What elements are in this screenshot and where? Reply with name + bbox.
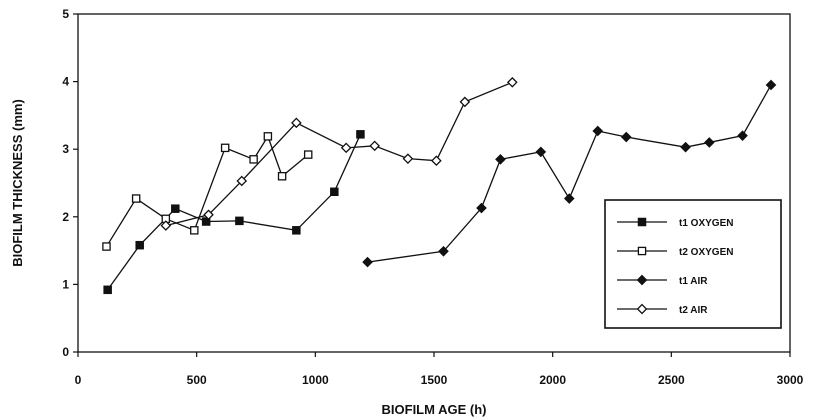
data-point-t2-air bbox=[431, 155, 442, 167]
legend: t1 OXYGEN t2 OXYGEN t1 AIR t2 AIR bbox=[604, 199, 782, 329]
legend-marker bbox=[637, 246, 647, 256]
data-point-t2-air bbox=[459, 96, 471, 108]
data-point-t1-air bbox=[620, 131, 632, 143]
data-point-t1-oxygen bbox=[356, 130, 365, 139]
series-t1-oxygen bbox=[103, 130, 365, 295]
legend-item: t2 AIR bbox=[617, 303, 708, 316]
y-tick-label: 0 bbox=[62, 345, 69, 359]
data-point-t2-air bbox=[203, 209, 214, 221]
data-point-t1-air bbox=[592, 125, 604, 137]
y-tick-label: 3 bbox=[62, 142, 69, 156]
y-axis-title: BIOFILM THICKNESS (mm) bbox=[10, 99, 25, 267]
x-tick-label: 2000 bbox=[539, 373, 566, 387]
series-line-t1-air bbox=[367, 84, 772, 263]
data-point-t2-oxygen bbox=[102, 242, 111, 251]
data-point-t1-oxygen bbox=[103, 285, 112, 295]
data-point-t2-air bbox=[291, 117, 302, 129]
data-point-t1-oxygen bbox=[201, 217, 211, 226]
data-point-t2-air bbox=[369, 140, 380, 152]
x-tick-label: 500 bbox=[187, 373, 207, 387]
data-point-t2-air bbox=[340, 142, 352, 154]
data-point-t2-oxygen bbox=[249, 155, 258, 164]
legend-marker bbox=[636, 274, 648, 286]
series-line-t2-air bbox=[165, 81, 513, 227]
data-point-t2-air bbox=[507, 76, 518, 88]
data-point-t1-air bbox=[563, 193, 575, 204]
legend-item: t2 OXYGEN bbox=[617, 246, 733, 258]
data-point-t2-oxygen bbox=[220, 143, 230, 153]
data-point-t1-air bbox=[680, 141, 691, 153]
x-axis-title: BIOFILM AGE (h) bbox=[382, 402, 487, 417]
legend-item: t1 OXYGEN bbox=[617, 217, 733, 229]
data-point-t1-air bbox=[737, 130, 748, 141]
data-point-t1-air bbox=[535, 146, 547, 158]
axes: 0 500 1000 1500 2000 2500 3000 0 1 2 3 4 5 bbox=[62, 7, 803, 387]
data-point-t1-air bbox=[765, 79, 777, 91]
y-tick-label: 2 bbox=[62, 210, 69, 224]
data-point-t1-air bbox=[476, 202, 487, 214]
data-point-t1-oxygen bbox=[292, 226, 301, 235]
data-point-t1-oxygen bbox=[171, 204, 180, 213]
data-point-t1-air bbox=[703, 137, 715, 148]
x-tick-label: 2500 bbox=[658, 373, 685, 387]
data-point-t1-oxygen bbox=[135, 240, 144, 250]
legend-label: t1 OXYGEN bbox=[679, 218, 733, 229]
data-point-t2-air bbox=[160, 220, 172, 231]
y-tick-label: 4 bbox=[62, 75, 69, 89]
series-layer bbox=[102, 76, 777, 295]
x-tick-label: 1500 bbox=[421, 373, 448, 387]
series-t2-air bbox=[160, 76, 518, 231]
data-point-t1-air bbox=[495, 154, 506, 165]
data-point-t2-air bbox=[236, 175, 248, 187]
legend-label: t2 AIR bbox=[679, 305, 708, 316]
legend-item: t1 AIR bbox=[617, 274, 708, 287]
data-point-t2-oxygen bbox=[303, 150, 313, 159]
legend-label: t2 OXYGEN bbox=[679, 247, 733, 258]
data-point-t2-oxygen bbox=[277, 171, 287, 181]
x-tick-label: 0 bbox=[75, 373, 82, 387]
legend-marker bbox=[636, 303, 648, 315]
data-point-t1-air bbox=[438, 245, 449, 257]
data-point-t1-oxygen bbox=[235, 216, 244, 226]
legend-label: t1 AIR bbox=[679, 276, 708, 287]
series-line-t1-oxygen bbox=[107, 134, 362, 291]
data-point-t2-air bbox=[402, 153, 414, 164]
legend-marker bbox=[637, 217, 647, 227]
data-point-t1-oxygen bbox=[330, 187, 339, 197]
data-point-t2-oxygen bbox=[190, 226, 199, 235]
data-point-t2-oxygen bbox=[131, 194, 141, 203]
x-tick-label: 1000 bbox=[302, 373, 329, 387]
y-tick-label: 1 bbox=[62, 277, 69, 291]
x-tick-label: 3000 bbox=[777, 373, 804, 387]
y-tick-label: 5 bbox=[62, 7, 69, 21]
series-t2-oxygen bbox=[102, 132, 313, 251]
legend-box bbox=[604, 199, 782, 329]
data-point-t1-air bbox=[362, 256, 373, 268]
series-t1-air bbox=[362, 79, 777, 268]
data-point-t2-oxygen bbox=[263, 132, 273, 141]
series-line-t2-oxygen bbox=[105, 134, 309, 247]
